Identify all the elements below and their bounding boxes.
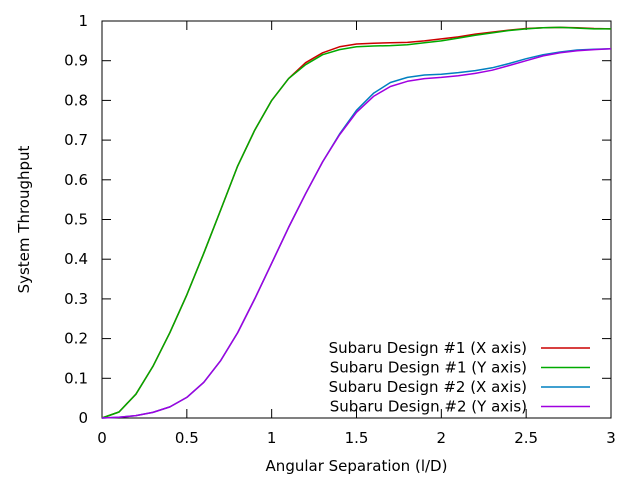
legend-label: Subaru Design #1 (Y axis): [330, 359, 527, 377]
x-axis-label: Angular Separation (l/D): [266, 457, 448, 475]
y-tick-label: 0.8: [64, 91, 88, 109]
x-tick-label: 2: [437, 429, 447, 447]
y-tick-label: 0.1: [64, 369, 88, 387]
y-tick-label: 0.4: [64, 250, 88, 268]
y-tick-label: 0.2: [64, 330, 88, 348]
x-tick-label: 3: [606, 429, 616, 447]
x-tick-label: 1: [267, 429, 277, 447]
axis-ticks: 0 0.1 0.2 0.3 0.4 0.5 0.6 0.7 0.8 0.9 1 0 0.5 1 1.5 2 2.…: [64, 12, 616, 447]
y-tick-label: 0.3: [64, 290, 88, 308]
y-tick-label: 0.5: [64, 211, 88, 229]
legend-label: Subaru Design #2 (Y axis): [330, 398, 527, 416]
x-tick-label: 0.5: [175, 429, 199, 447]
y-axis-label: System Throughput: [15, 145, 33, 293]
series-lines: [101, 26, 612, 419]
y-tick-label: 0.7: [64, 131, 88, 149]
y-tick-label: 0: [78, 409, 88, 427]
y-tick-label: 1: [78, 12, 88, 30]
y-tick-label: 0.6: [64, 171, 88, 189]
x-tick-label: 2.5: [514, 429, 538, 447]
legend-label: Subaru Design #1 (X axis): [329, 339, 527, 357]
x-tick-label: 1.5: [345, 429, 369, 447]
series-line-2: [101, 26, 611, 419]
series-line-4: [101, 48, 612, 419]
legend-label: Subaru Design #2 (X axis): [329, 378, 527, 396]
x-tick-label: 0: [97, 429, 107, 447]
legend: Subaru Design #1 (X axis) Subaru Design #…: [329, 339, 590, 416]
y-tick-label: 0.9: [64, 52, 88, 70]
